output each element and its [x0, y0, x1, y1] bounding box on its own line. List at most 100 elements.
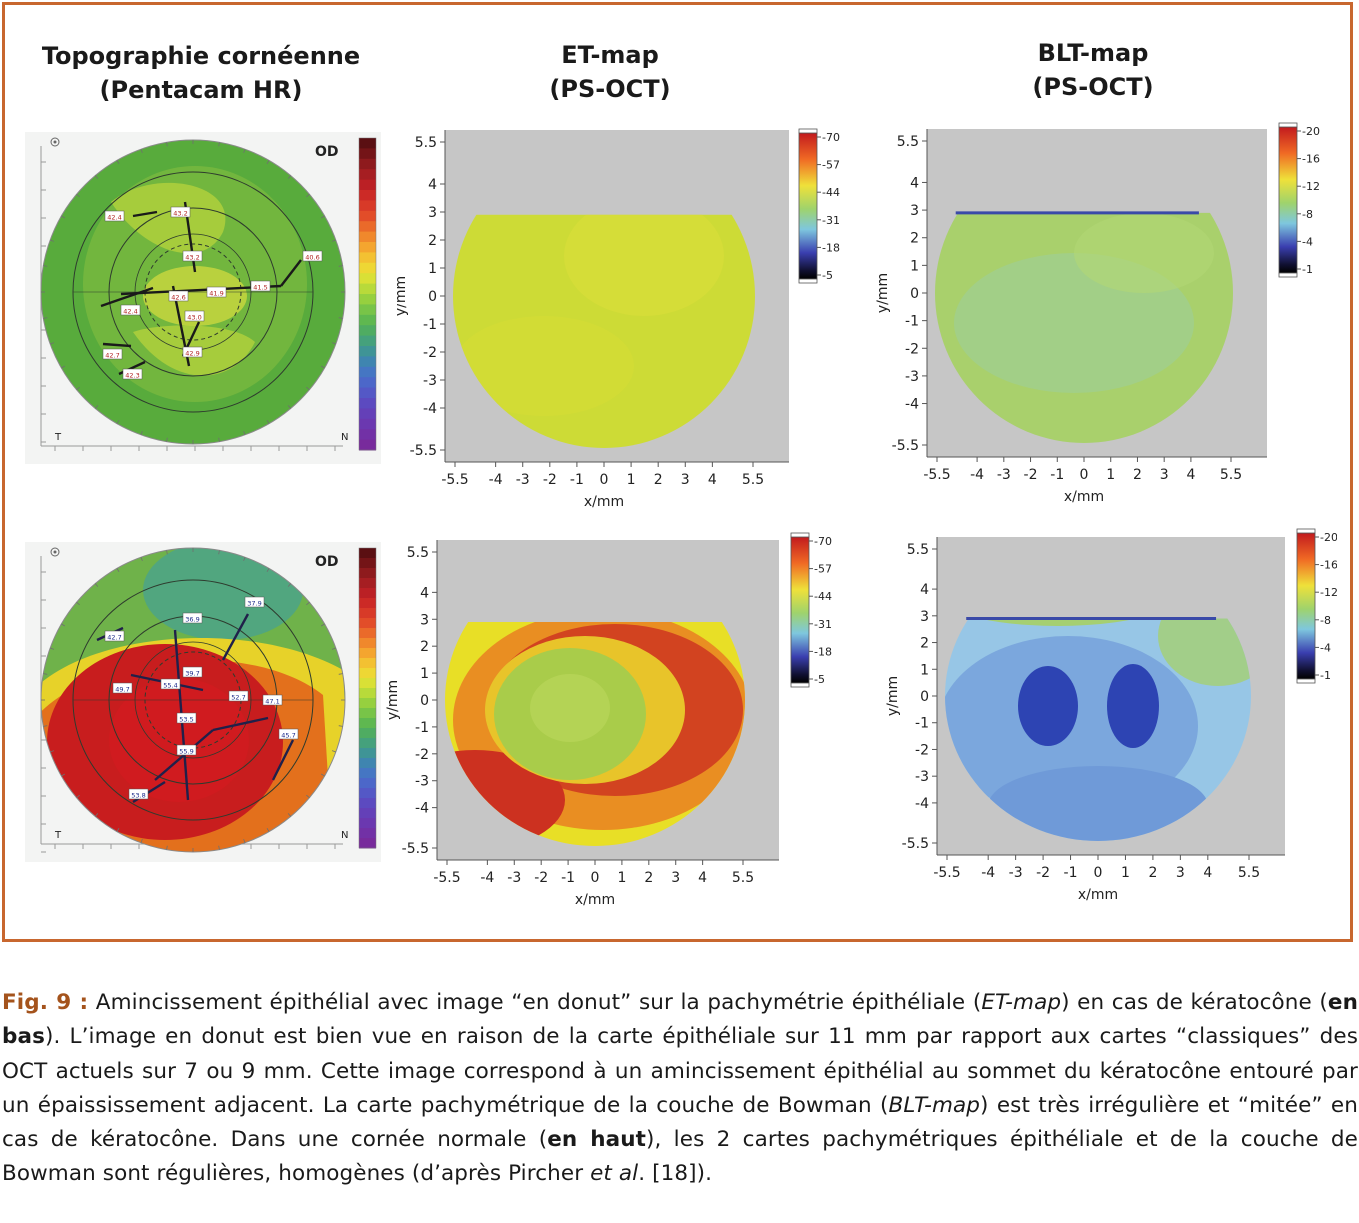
map-tick [43, 265, 48, 267]
x-tick-label: 4 [1186, 467, 1195, 483]
caption-italic: BLT-map [888, 1092, 981, 1118]
map-tick [94, 813, 99, 817]
map-fill [988, 766, 1208, 841]
x-tick-label: 2 [644, 870, 653, 886]
map-tick [306, 794, 310, 799]
y-tick-label: 0 [420, 693, 429, 709]
x-tick-label: 4 [1203, 865, 1212, 881]
colorbar-step [359, 568, 376, 579]
value-label-box [112, 682, 133, 694]
caption-text: ). L’image en donut est bien vue en rais… [2, 1024, 1358, 1118]
y-tick-label: 3 [920, 609, 929, 625]
thickness-map-inner [935, 212, 1233, 443]
colorbar-step [359, 798, 376, 809]
map-tick [287, 813, 292, 817]
map-tick [243, 838, 246, 843]
colorbar-step [359, 262, 376, 274]
map-tick [76, 794, 80, 799]
value-label-box [182, 346, 203, 358]
thickness-map-inner [945, 618, 1251, 841]
colorbar-cap [798, 278, 818, 284]
colorbar-cap [798, 128, 818, 134]
y-tick-label: -5.5 [410, 443, 437, 459]
map-tick [287, 405, 292, 409]
colorbar-step [359, 148, 376, 160]
value-label-box [184, 310, 205, 322]
map-tick [50, 239, 55, 242]
value-label: 45.7 [281, 732, 295, 740]
value-label: 43.0 [187, 314, 201, 322]
x-tick-label: -4 [970, 467, 984, 483]
colorbar-tick-label: -18 [814, 645, 832, 658]
colorbar-step [359, 708, 376, 719]
y-tick-label: 1 [910, 258, 919, 274]
colorbar-tick-label: -12 [1320, 586, 1337, 599]
y-tick-label: -3 [415, 774, 429, 790]
y-tick-label: -2 [905, 341, 919, 357]
x-tick-label: 1 [627, 472, 636, 488]
value-label-box [250, 280, 271, 292]
colorbar-step [359, 408, 376, 420]
colorbar-step [359, 366, 376, 378]
meridian-segment [132, 210, 158, 218]
value-label-box [302, 250, 323, 262]
x-tick-label: 2 [654, 472, 663, 488]
map-tick [166, 550, 168, 555]
colorbar-step [359, 548, 376, 559]
colorbar-tick-label: -44 [822, 186, 840, 199]
map-tick [50, 750, 55, 753]
colorbar-step [359, 356, 376, 368]
map-tick [116, 827, 120, 832]
value-label: 37.9 [247, 600, 261, 608]
colorbar-step [359, 346, 376, 357]
colorbar-cap [1296, 678, 1316, 684]
caption-text: ), les 2 cartes pachymétriques épithélia… [2, 1127, 1358, 1187]
colorbar-step [359, 608, 376, 619]
colorbar-step [359, 558, 376, 569]
colorbar-step [359, 377, 376, 389]
map-tick [338, 725, 343, 727]
colorbar-step [359, 818, 376, 829]
map-tick [338, 673, 343, 675]
map-tick [243, 430, 246, 435]
colorbar-tick-label: -18 [822, 241, 840, 254]
x-tick-label: 5.5 [1238, 865, 1260, 881]
colorbar-tick-label: -12 [1302, 180, 1320, 193]
map-tick [266, 419, 270, 424]
map-tick [43, 673, 48, 675]
colorbar-cap [1278, 122, 1298, 128]
colorbar-tick-label: -16 [1320, 559, 1337, 572]
y-tick-label: 4 [920, 582, 929, 598]
map-tick [43, 725, 48, 727]
y-tick-label: -1 [423, 317, 437, 333]
map-tick [287, 583, 292, 587]
thickness-map [935, 212, 1233, 443]
temporal-label: T [54, 432, 62, 443]
x-tick-label: -2 [1036, 865, 1050, 881]
x-tick-label: 0 [600, 472, 609, 488]
et-map-panel-keratoconus: -5.5 -4 -3 -2 -1 0 1 2 3 4 5.5 5.5 4 3 2 1 0 -1 -2 -3 -4 -5.5… [385, 532, 832, 908]
colorbar [798, 132, 818, 280]
map-fill [1074, 213, 1214, 293]
y-tick-label: 2 [910, 231, 919, 247]
x-tick-label: 1 [1121, 865, 1130, 881]
colorbar-step [359, 158, 376, 170]
map-tick [140, 149, 143, 154]
y-tick-label: 0 [428, 289, 437, 305]
map-tick [320, 215, 325, 219]
value-label-box [206, 286, 227, 298]
x-tick-label: 0 [1080, 467, 1089, 483]
colorbar-tick-label: -57 [814, 563, 832, 576]
map-tick [243, 149, 246, 154]
topography-panel-normal: 42.4 43.2 43.2 42.6 41.9 41.5 40.6 42.4 43.0 42.7… [25, 132, 381, 464]
colorbar-tick-label: -31 [814, 618, 832, 631]
blt-map-panel-keratoconus: -5.5 -4 -3 -2 -1 0 1 2 3 4 5.5 5.5 4 3 2 1 0 -1 -2 -3 -4 -5.5… [885, 528, 1337, 903]
map-tick [140, 838, 143, 843]
y-tick-label: 4 [428, 177, 437, 193]
colorbar-tick-label: -44 [814, 590, 832, 603]
colorbar-tick-label: -4 [1320, 641, 1331, 654]
map-tick [140, 430, 143, 435]
map-tick [218, 845, 220, 850]
y-tick-label: 2 [428, 233, 437, 249]
x-tick-label: -2 [534, 870, 548, 886]
